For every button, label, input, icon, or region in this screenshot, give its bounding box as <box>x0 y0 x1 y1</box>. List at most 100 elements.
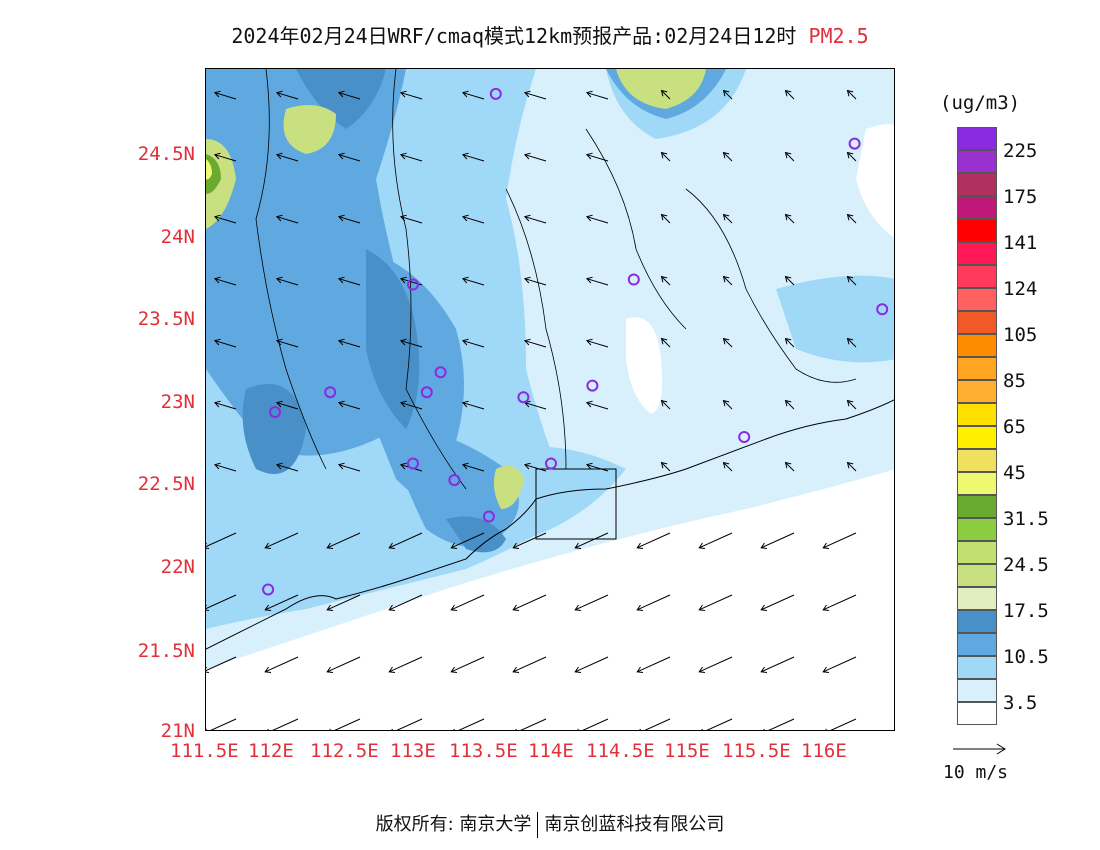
x-tick-label: 115E <box>664 740 710 762</box>
wind-arrow <box>636 656 671 673</box>
concentration-band-24-5 <box>446 516 506 553</box>
wind-arrow <box>523 90 547 100</box>
monitoring-station-marker <box>407 457 419 470</box>
wind-arrow <box>275 276 299 286</box>
wind-arrow <box>660 213 671 224</box>
y-tick-label: 24.5N <box>137 143 195 165</box>
copyright-left: 版权所有: 南京大学 <box>375 814 532 835</box>
wind-arrow <box>206 656 237 673</box>
y-tick-label: 22.5N <box>137 473 195 495</box>
wind-arrow <box>461 462 485 472</box>
legend-color-swatch <box>957 334 997 357</box>
monitoring-station-marker <box>262 583 275 596</box>
legend-color-swatch <box>957 426 997 449</box>
wind-arrow <box>213 338 237 348</box>
wind-arrow <box>450 532 485 549</box>
wind-arrow <box>523 152 547 162</box>
central-clean-region <box>626 317 663 414</box>
northeast-clean-region <box>856 124 894 238</box>
concentration-band-24-5 <box>296 69 386 129</box>
title-main: 2024年02月24日WRF/cmaq模式12km预报产品:02月24日12时 <box>231 24 797 48</box>
legend-label: 85 <box>1003 370 1026 392</box>
wind-arrow <box>784 89 795 100</box>
legend-color-swatch <box>957 127 997 150</box>
wind-arrow <box>698 656 733 673</box>
legend-color-swatch <box>957 311 997 334</box>
legend-label: 17.5 <box>1003 600 1049 622</box>
legend-label: 225 <box>1003 140 1038 162</box>
monitoring-station-marker <box>269 406 281 419</box>
province-boundary <box>685 188 857 383</box>
wind-arrow <box>846 337 857 348</box>
wind-arrow <box>275 400 299 410</box>
wind-arrow <box>275 462 299 472</box>
wind-arrow <box>388 594 423 611</box>
wind-arrow <box>337 90 361 100</box>
wind-arrow <box>267 718 299 730</box>
wind-arrow <box>585 90 609 100</box>
wind-arrow <box>206 532 237 549</box>
wind-arrow <box>399 338 423 348</box>
concentration-band-17-5 <box>376 427 519 539</box>
wind-arrow <box>660 461 671 472</box>
wind-arrow <box>450 656 485 673</box>
wind-arrow <box>822 656 857 673</box>
concentration-band-17-5 <box>206 69 410 456</box>
coastline <box>206 399 894 650</box>
x-tick-label: 116E <box>801 740 847 762</box>
wind-arrow <box>326 594 361 611</box>
concentration-band-24-5 <box>366 249 420 429</box>
legend-unit: (ug/m3) <box>940 92 1021 114</box>
x-tick-label: 113E <box>390 740 436 762</box>
hong-kong-boundary <box>535 468 617 540</box>
wind-arrow <box>213 152 237 162</box>
wind-arrow <box>275 214 299 224</box>
wind-arrow <box>585 276 609 286</box>
wind-arrow <box>585 400 609 410</box>
monitoring-station-marker <box>434 366 447 379</box>
wind-arrow <box>453 718 485 730</box>
wind-arrow <box>512 532 547 549</box>
monitoring-station-marker <box>324 386 337 399</box>
footer-separator <box>537 812 539 838</box>
wind-arrow <box>660 151 671 162</box>
monitoring-station-marker <box>407 278 419 291</box>
wind-arrow <box>846 461 857 472</box>
wind-arrow <box>660 399 671 410</box>
wind-arrow <box>523 338 547 348</box>
y-tick-label: 22N <box>160 556 195 578</box>
legend-label: 141 <box>1003 232 1038 254</box>
wind-arrow <box>660 89 671 100</box>
wind-arrow <box>391 718 423 730</box>
wind-arrow <box>337 400 361 410</box>
monitoring-station-marker <box>738 431 751 443</box>
wind-arrow <box>337 152 361 162</box>
concentration-band-31-5 <box>493 465 524 509</box>
monitoring-station-marker <box>586 379 599 392</box>
legend-color-swatch <box>957 610 997 633</box>
legend-color-swatch <box>957 495 997 518</box>
y-tick-label: 21.5N <box>137 640 195 662</box>
wind-arrow <box>701 718 733 730</box>
legend-color-swatch <box>957 403 997 426</box>
wind-arrow <box>275 338 299 348</box>
monitoring-station-marker <box>545 457 557 470</box>
wind-arrow <box>784 337 795 348</box>
wind-arrow <box>698 532 733 549</box>
wind-arrow <box>784 275 795 286</box>
wind-arrow <box>585 462 609 472</box>
legend-color-swatch <box>957 541 997 564</box>
wind-arrow <box>461 338 485 348</box>
wind-arrow <box>388 532 423 549</box>
wind-reference-label: 10 m/s <box>943 762 1009 783</box>
wind-arrow <box>722 461 733 472</box>
legend-label: 175 <box>1003 186 1038 208</box>
wind-arrow <box>636 532 671 549</box>
wind-reference-arrow-icon <box>953 743 1006 755</box>
wind-arrow <box>846 399 857 410</box>
legend-label: 3.5 <box>1003 692 1038 714</box>
province-boundary <box>392 69 467 490</box>
wind-arrow <box>574 532 609 549</box>
legend-label: 10.5 <box>1003 646 1049 668</box>
wind-arrow <box>577 718 609 730</box>
